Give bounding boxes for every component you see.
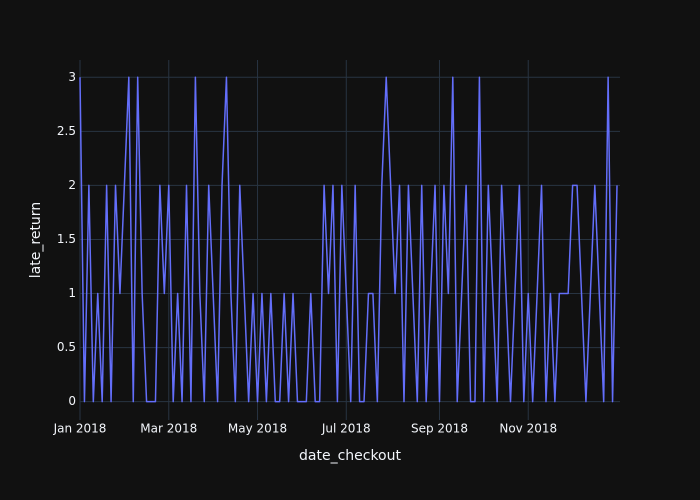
y-axis-title: late_return <box>28 202 44 278</box>
line <box>79 76 618 403</box>
x-tick-label: Nov 2018 <box>499 422 557 436</box>
x-tick-label: May 2018 <box>228 422 287 436</box>
y-tick-label: 1.5 <box>57 232 76 246</box>
x-tick-label: Jan 2018 <box>53 422 107 436</box>
y-tick-label: 1 <box>68 286 76 300</box>
y-tick-label: 2.5 <box>57 124 76 138</box>
x-axis-title: date_checkout <box>299 448 401 464</box>
y-tick-label: 3 <box>68 70 76 84</box>
y-tick-label: 2 <box>68 178 76 192</box>
x-tick-label: Mar 2018 <box>140 422 197 436</box>
x-tick-label: Jul 2018 <box>321 422 371 436</box>
x-tick-label: Sep 2018 <box>411 422 468 436</box>
y-tick-label: 0.5 <box>57 340 76 354</box>
y-tick-label: 0 <box>68 394 76 408</box>
